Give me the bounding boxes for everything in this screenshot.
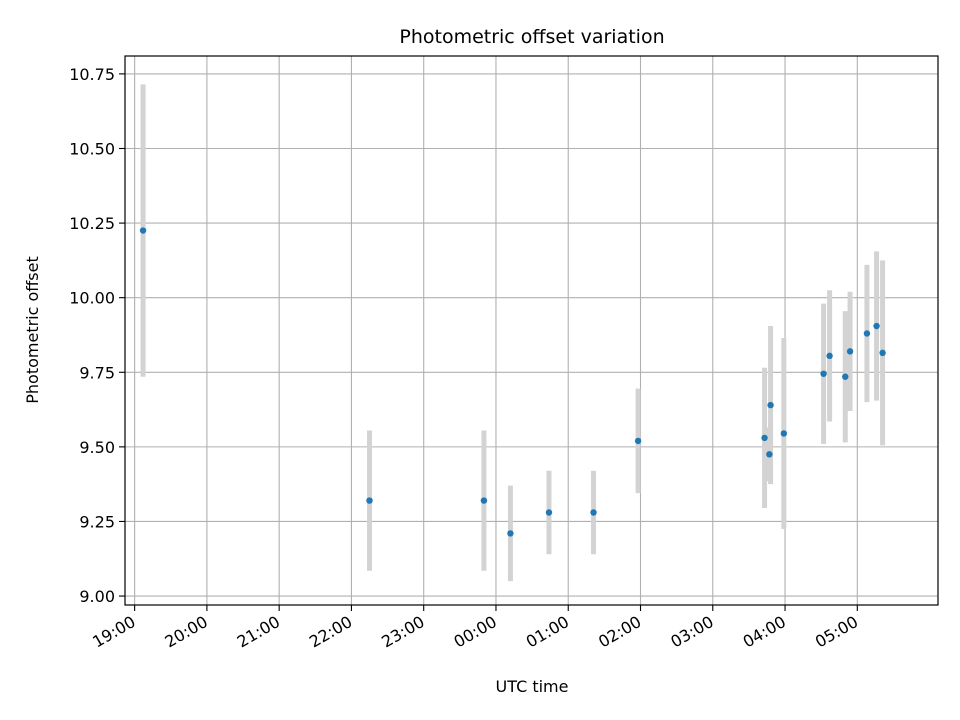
data-point: [590, 509, 597, 516]
y-axis-ticks: 9.00 9.25 9.50 9.75 10.00 10.25 10.50 10.75: [69, 65, 125, 606]
data-point: [846, 348, 854, 355]
chart-title: Photometric offset variation: [399, 26, 664, 48]
grid: [125, 56, 938, 605]
data-point: [480, 497, 488, 504]
data-point: [820, 370, 827, 377]
data-point: [879, 349, 886, 357]
y-tick-label: 9.50: [79, 438, 115, 457]
y-tick-label: 10.25: [69, 214, 115, 233]
plot-frame: [124, 55, 939, 606]
y-tick-label: 10.75: [69, 65, 115, 84]
data-point: [545, 509, 553, 516]
y-tick-label: 9.25: [79, 512, 115, 531]
data-point: [761, 434, 768, 442]
y-tick-label: 9.75: [79, 363, 115, 382]
data-point: [767, 401, 774, 409]
y-tick-label: 10.50: [69, 139, 115, 158]
y-tick-label: 10.00: [69, 289, 115, 308]
data-point: [766, 451, 773, 458]
data-points: [139, 227, 886, 537]
data-point: [863, 330, 871, 337]
data-point: [826, 352, 833, 360]
data-point: [873, 322, 880, 330]
data-point: [634, 437, 642, 445]
y-tick-label: 9.00: [79, 587, 115, 606]
data-point: [842, 373, 849, 380]
y-axis-label: Photometric offset: [23, 256, 42, 404]
data-point: [139, 227, 147, 234]
x-axis-label: UTC time: [496, 677, 569, 696]
data-point: [780, 430, 788, 437]
data-point: [366, 497, 373, 504]
data-point: [507, 530, 514, 537]
